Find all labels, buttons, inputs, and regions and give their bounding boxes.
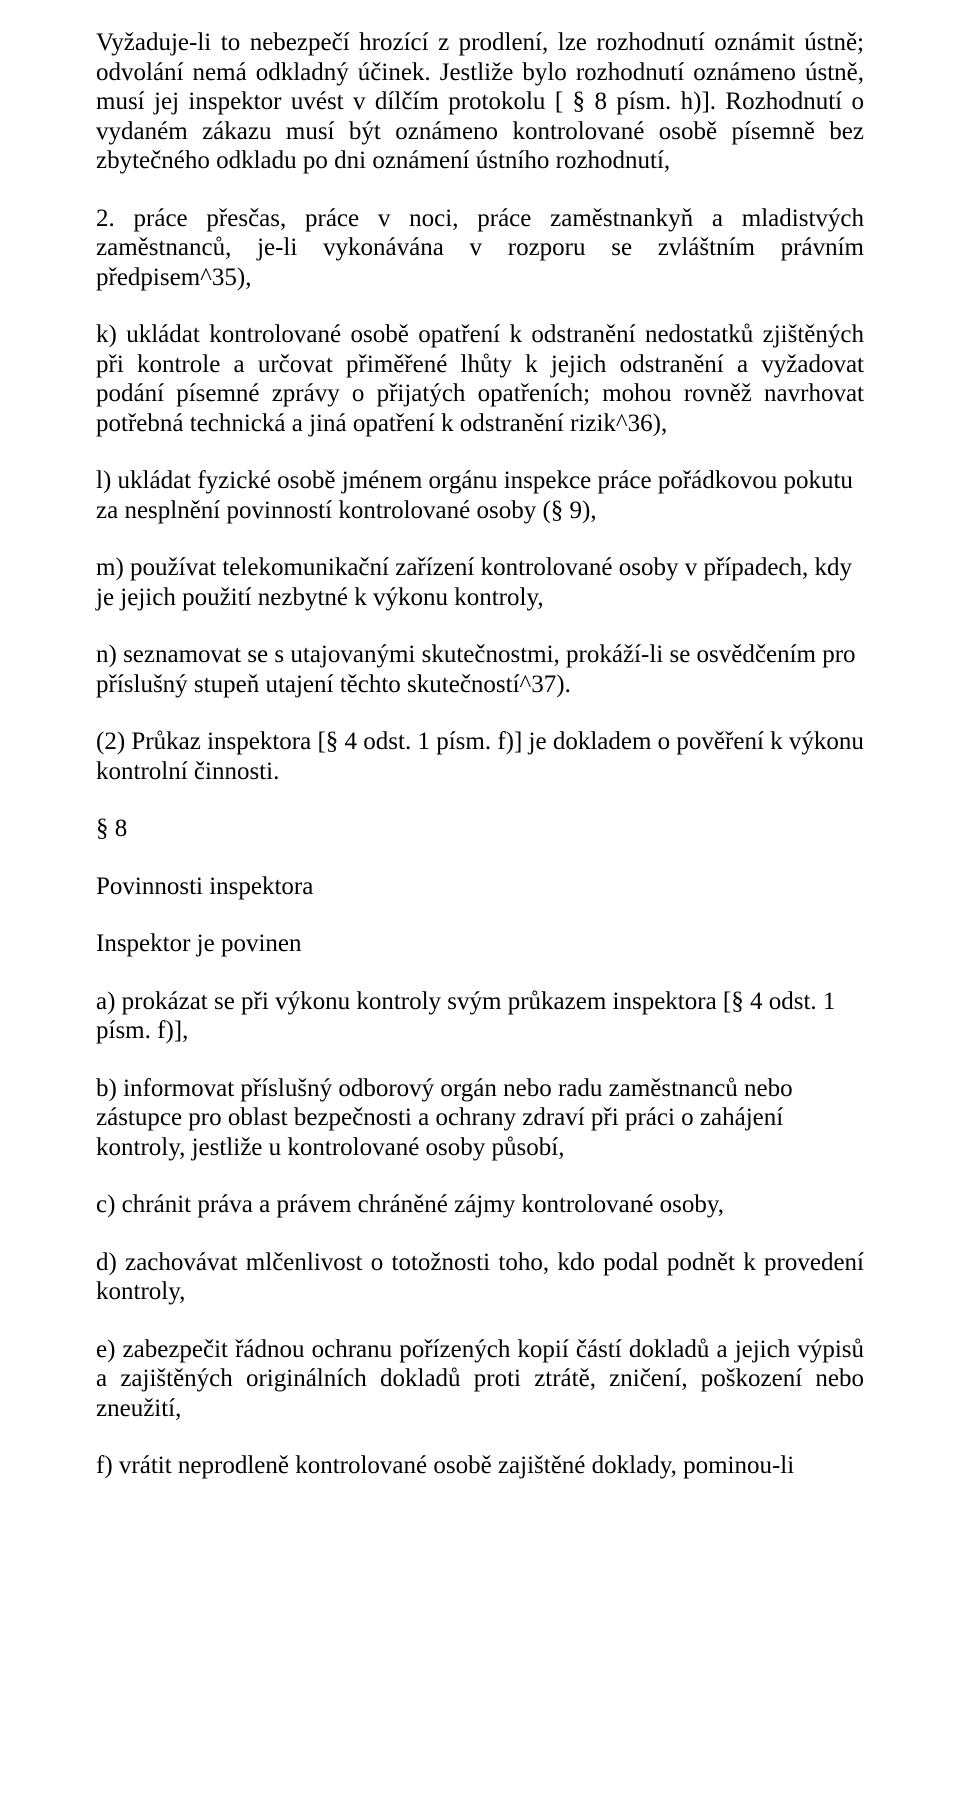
- paragraph-item-d: d) zachovávat mlčenlivost o totožnosti t…: [96, 1248, 864, 1307]
- paragraph-subsection-2: (2) Průkaz inspektora [§ 4 odst. 1 písm.…: [96, 727, 864, 786]
- paragraph-item-e: e) zabezpečit řádnou ochranu pořízených …: [96, 1335, 864, 1424]
- section-title-povinnosti: Povinnosti inspektora: [96, 872, 864, 902]
- paragraph-item-2: 2. práce přesčas, práce v noci, práce za…: [96, 204, 864, 293]
- paragraph-intro: Vyžaduje-li to nebezpečí hrozící z prodl…: [96, 28, 864, 176]
- paragraph-lead-inspektor: Inspektor je povinen: [96, 929, 864, 959]
- paragraph-item-l: l) ukládat fyzické osobě jménem orgánu i…: [96, 466, 864, 525]
- paragraph-item-b: b) informovat příslušný odborový orgán n…: [96, 1074, 864, 1163]
- paragraph-item-a: a) prokázat se při výkonu kontroly svým …: [96, 987, 864, 1046]
- paragraph-item-n: n) seznamovat se s utajovanými skutečnos…: [96, 640, 864, 699]
- paragraph-item-k: k) ukládat kontrolované osobě opatření k…: [96, 320, 864, 438]
- paragraph-item-f: f) vrátit neprodleně kontrolované osobě …: [96, 1451, 864, 1481]
- paragraph-item-m: m) používat telekomunikační zařízení kon…: [96, 553, 864, 612]
- section-marker-8: § 8: [96, 814, 864, 844]
- paragraph-item-c: c) chránit práva a právem chráněné zájmy…: [96, 1190, 864, 1220]
